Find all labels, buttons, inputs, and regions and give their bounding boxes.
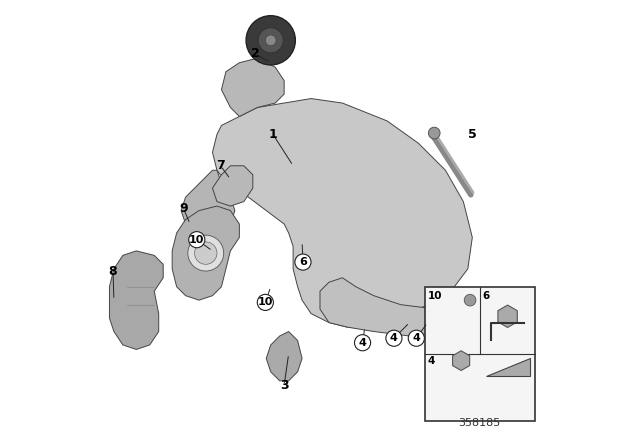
PathPatch shape — [266, 332, 302, 381]
Text: 3: 3 — [280, 379, 289, 392]
Circle shape — [355, 335, 371, 351]
Text: 7: 7 — [216, 159, 225, 172]
Text: 2: 2 — [251, 47, 259, 60]
Circle shape — [266, 35, 276, 46]
Text: 4: 4 — [428, 356, 435, 366]
Text: 10: 10 — [189, 235, 205, 245]
Text: 358185: 358185 — [458, 418, 500, 428]
Text: 9: 9 — [179, 202, 188, 215]
Text: 6: 6 — [483, 291, 490, 301]
Circle shape — [408, 330, 424, 346]
Circle shape — [295, 254, 311, 270]
PathPatch shape — [221, 58, 284, 116]
Text: 4: 4 — [358, 338, 367, 348]
Circle shape — [189, 232, 205, 248]
Text: 10: 10 — [258, 297, 273, 307]
Text: 5: 5 — [468, 128, 477, 141]
PathPatch shape — [181, 170, 235, 237]
PathPatch shape — [109, 251, 163, 349]
PathPatch shape — [212, 166, 253, 206]
Circle shape — [195, 242, 217, 264]
PathPatch shape — [212, 99, 472, 327]
Circle shape — [386, 330, 402, 346]
Circle shape — [464, 294, 476, 306]
PathPatch shape — [320, 278, 490, 340]
Circle shape — [428, 127, 440, 139]
Circle shape — [258, 28, 284, 53]
Text: 1: 1 — [269, 128, 277, 141]
Text: 10: 10 — [428, 291, 442, 301]
Text: 6: 6 — [299, 257, 307, 267]
Text: 8: 8 — [109, 264, 117, 278]
PathPatch shape — [486, 358, 529, 376]
Circle shape — [246, 16, 296, 65]
Circle shape — [257, 294, 273, 310]
Circle shape — [188, 235, 224, 271]
Text: 4: 4 — [412, 333, 420, 343]
PathPatch shape — [172, 206, 239, 300]
Text: 4: 4 — [390, 333, 398, 343]
Bar — [425, 287, 535, 421]
